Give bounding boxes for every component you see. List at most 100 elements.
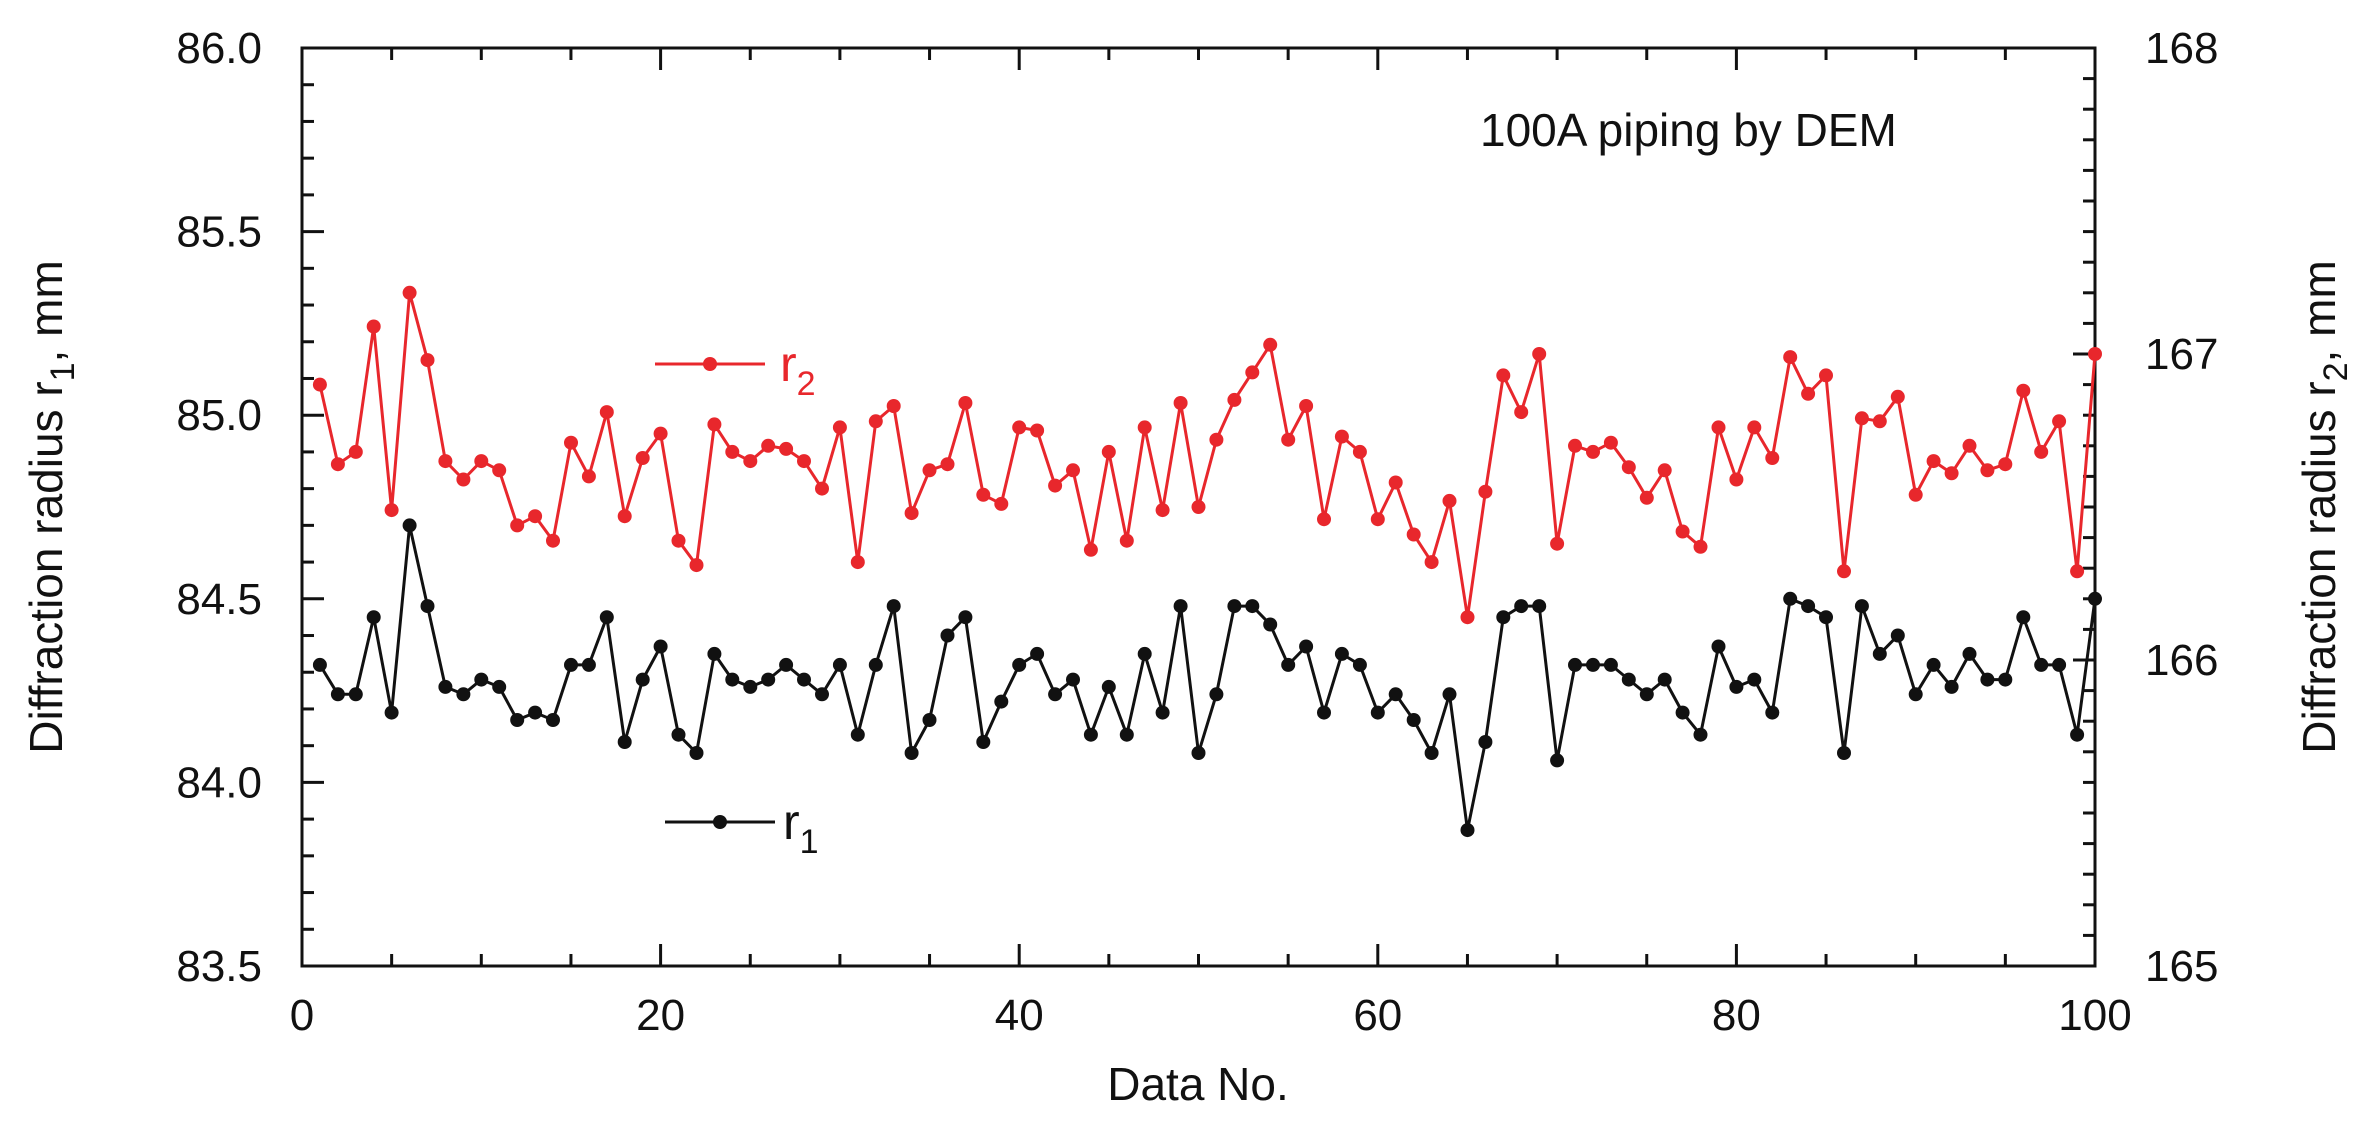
series-r2-point — [671, 533, 686, 548]
series-r1-point — [456, 687, 471, 702]
y-axis-title-right-suffix: , mm — [2293, 260, 2345, 362]
series-r1-point — [868, 657, 883, 672]
series-r1-point — [1908, 687, 1923, 702]
series-r2-point — [1962, 438, 1977, 453]
series-r1-point — [743, 679, 758, 694]
series-r2-point — [1568, 438, 1582, 453]
series-r1-point — [402, 518, 417, 533]
series-r2-point — [599, 405, 614, 420]
series-r2-point — [1209, 432, 1224, 447]
series-r1-point — [1012, 657, 1027, 672]
series-r2-point — [366, 319, 381, 334]
chart-annotation: 100A piping by DEM — [1480, 104, 1897, 156]
series-r2-point — [1066, 463, 1080, 478]
series-r1-point — [797, 672, 811, 687]
series-r1-point — [1962, 646, 1977, 661]
series-r2-point — [1747, 420, 1762, 435]
series-r2-point — [1173, 396, 1188, 410]
legend-r1: r1 — [665, 794, 819, 861]
series-r1-point — [1675, 705, 1690, 720]
series-r1-point — [1066, 672, 1080, 687]
series-r2-point — [1442, 493, 1457, 508]
series-r2-point — [1908, 487, 1923, 502]
series-r2-point — [312, 377, 327, 392]
series-r1-point — [1209, 687, 1224, 702]
y-right-tick-label: 168 — [2145, 24, 2218, 73]
y-axis-title-left: Diffraction radius r1, mm — [20, 260, 82, 754]
series-r1-point — [1514, 599, 1529, 614]
series-r1-point — [1227, 599, 1242, 614]
series-r1-point — [492, 679, 507, 694]
series-r2-point — [922, 463, 937, 478]
series-r1-point — [1442, 687, 1457, 702]
y-left-tick-label: 84.0 — [176, 758, 262, 807]
series-r1-point — [1155, 705, 1170, 720]
series-r2-point — [1048, 478, 1063, 493]
series-r2-point — [976, 487, 991, 502]
series-r2-point — [1783, 350, 1798, 365]
legend-r2-marker — [703, 357, 717, 371]
series-r2-point — [940, 457, 955, 472]
y-axis-title-left-main: Diffraction radius r — [20, 381, 72, 753]
series-r1-point — [653, 639, 668, 654]
y-axis-title-right: Diffraction radius r2, mm — [2293, 260, 2355, 754]
series-r1-point — [2088, 591, 2102, 606]
series-r1-point — [599, 610, 614, 625]
series-r2-point — [1030, 423, 1045, 438]
series-r1-point — [761, 672, 776, 687]
series-r1-point — [1119, 727, 1134, 742]
legend-r2: r2 — [655, 336, 816, 403]
series-r2-point — [474, 454, 489, 469]
series-r1-point — [2052, 657, 2067, 672]
series-r2-point — [1675, 524, 1690, 539]
series-r1-point — [1586, 657, 1600, 672]
series-r2-point — [689, 558, 704, 573]
series-r1-point — [886, 599, 901, 614]
series-r1-point — [1478, 735, 1493, 749]
series-r1-point — [1460, 823, 1475, 838]
tick-marks — [300, 46, 2097, 968]
series-r1-point — [1496, 610, 1511, 625]
y-left-tick-label: 83.5 — [176, 942, 262, 991]
series-r1-point — [1872, 646, 1887, 661]
series-r2-point — [1854, 411, 1869, 426]
series-r2-point — [1263, 337, 1278, 352]
x-axis-title: Data No. — [1107, 1058, 1289, 1110]
series-r1-point — [474, 672, 489, 687]
series-r1-point — [1370, 705, 1385, 720]
series-r1-point — [1281, 657, 1296, 672]
legend-r2-sub: 2 — [797, 365, 816, 403]
series-r2-point — [1603, 435, 1618, 450]
series-r2-point — [1155, 503, 1170, 518]
series-r1-point — [510, 713, 525, 727]
series-r2-point — [1227, 392, 1242, 407]
y-axis-title-left-suffix: , mm — [20, 260, 72, 362]
series-r1-point — [815, 687, 829, 702]
series-r2-point — [761, 438, 776, 453]
series-r2-point — [1370, 512, 1385, 527]
series-r1-point — [312, 657, 327, 672]
series-r2-point — [868, 414, 883, 429]
series-r1-point — [1603, 657, 1618, 672]
series-r1-point — [2070, 727, 2085, 742]
series-r1-point — [850, 727, 865, 742]
series-r2-point — [886, 399, 901, 413]
series-r2-point — [564, 435, 578, 450]
series-r1-point — [581, 657, 596, 672]
series-r1-point — [635, 672, 650, 687]
series-r1-point — [1173, 599, 1188, 614]
y-right-tick-label: 165 — [2145, 942, 2218, 991]
series-r1-point — [1317, 705, 1331, 720]
x-tick-label: 0 — [290, 991, 314, 1040]
series-r2-point — [1281, 432, 1296, 447]
series-r1-line — [318, 523, 2097, 832]
series-r2-point — [456, 472, 471, 487]
series-r2-point — [635, 451, 650, 465]
y-right-tick-label: 167 — [2145, 330, 2218, 379]
series-r2-point — [779, 441, 794, 456]
series-r1-point — [1334, 646, 1349, 661]
legend-r1-main: r — [783, 794, 800, 850]
series-r1-point — [330, 687, 345, 702]
series-r1-point — [366, 610, 381, 625]
